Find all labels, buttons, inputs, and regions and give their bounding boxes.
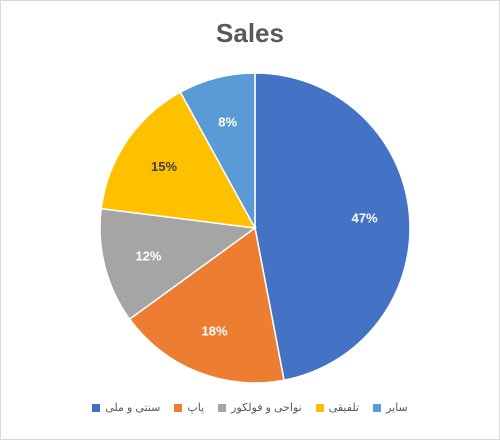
legend-swatch <box>218 403 227 412</box>
legend-item-2: نواحی و فولکور <box>218 401 302 414</box>
legend-swatch <box>174 403 183 412</box>
legend-label: نواحی و فولکور <box>231 402 302 414</box>
legend-label: پاپ <box>187 402 205 414</box>
legend: سنتی و ملی پاپ نواحی و فولکور تلفیقی سایر <box>0 401 500 414</box>
legend-label: تلفیقی <box>328 402 360 414</box>
legend-item-1: پاپ <box>174 401 204 414</box>
legend-item-3: تلفیقی <box>315 401 360 414</box>
pie-slice-3 <box>100 91 257 229</box>
legend-swatch <box>92 403 101 412</box>
slice-data-label-4: 8% <box>218 114 237 129</box>
slice-data-label-1: 18% <box>201 323 227 338</box>
slice-data-label-2: 12% <box>135 248 161 263</box>
legend-item-0: سنتی و ملی <box>92 401 160 414</box>
chart-title: Sales <box>216 18 284 48</box>
legend-item-4: سایر <box>373 401 408 414</box>
legend-swatch <box>373 403 382 412</box>
legend-swatch <box>315 403 324 412</box>
pie-slice-2 <box>99 207 257 321</box>
legend-label: سنتی و ملی <box>105 402 161 414</box>
pie-slice-1 <box>128 226 285 384</box>
pie-slice-0 <box>254 72 411 382</box>
slice-data-label-0: 47% <box>351 211 377 226</box>
pie-slice-4 <box>179 72 256 229</box>
legend-label: سایر <box>386 402 408 414</box>
slice-data-label-3: 15% <box>151 159 177 174</box>
